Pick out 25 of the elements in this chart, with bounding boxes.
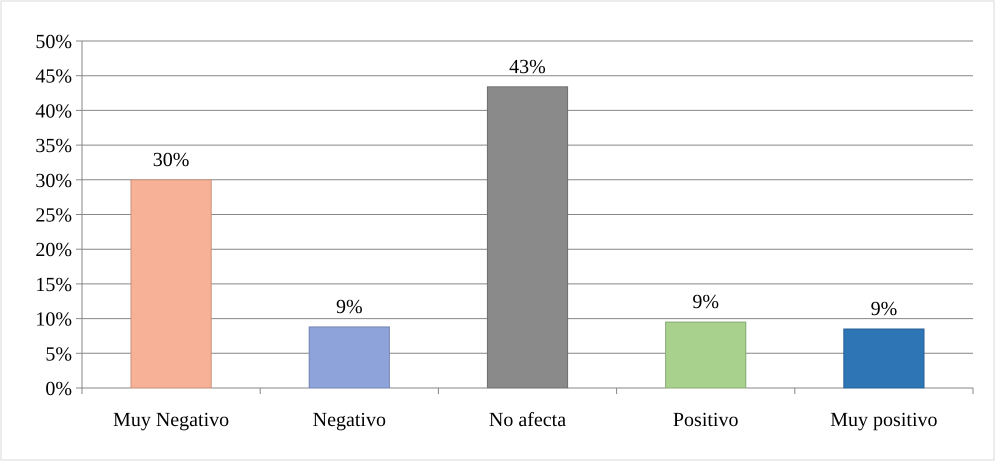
x-tick-label: Positivo [672,409,738,431]
y-tick-label: 5% [45,343,72,366]
data-label: 9% [692,291,720,314]
y-tick-label: 0% [45,378,72,400]
y-tick-label: 35% [35,135,72,158]
x-tick-label: Negativo [312,409,386,431]
x-tick-label: Muy positivo [830,409,938,431]
y-tick-label: 15% [35,274,72,296]
data-label: 9% [870,298,898,320]
y-tick-label: 20% [35,239,72,262]
y-tick-label: 50% [35,31,72,53]
y-tick-label: 25% [35,204,72,226]
y-tick-label: 10% [35,308,72,331]
x-tick-label: No afecta [488,409,566,431]
bar [308,326,390,388]
data-label: 43% [509,56,546,78]
bar [665,322,746,388]
y-tick-label: 45% [35,66,72,88]
bar [843,328,924,388]
data-label: 30% [152,148,190,171]
y-tick-label: 40% [35,100,72,122]
x-tick-label: Muy Negativo [113,409,230,431]
data-label: 9% [336,296,363,318]
y-tick-label: 30% [35,170,72,192]
bar [130,179,212,388]
